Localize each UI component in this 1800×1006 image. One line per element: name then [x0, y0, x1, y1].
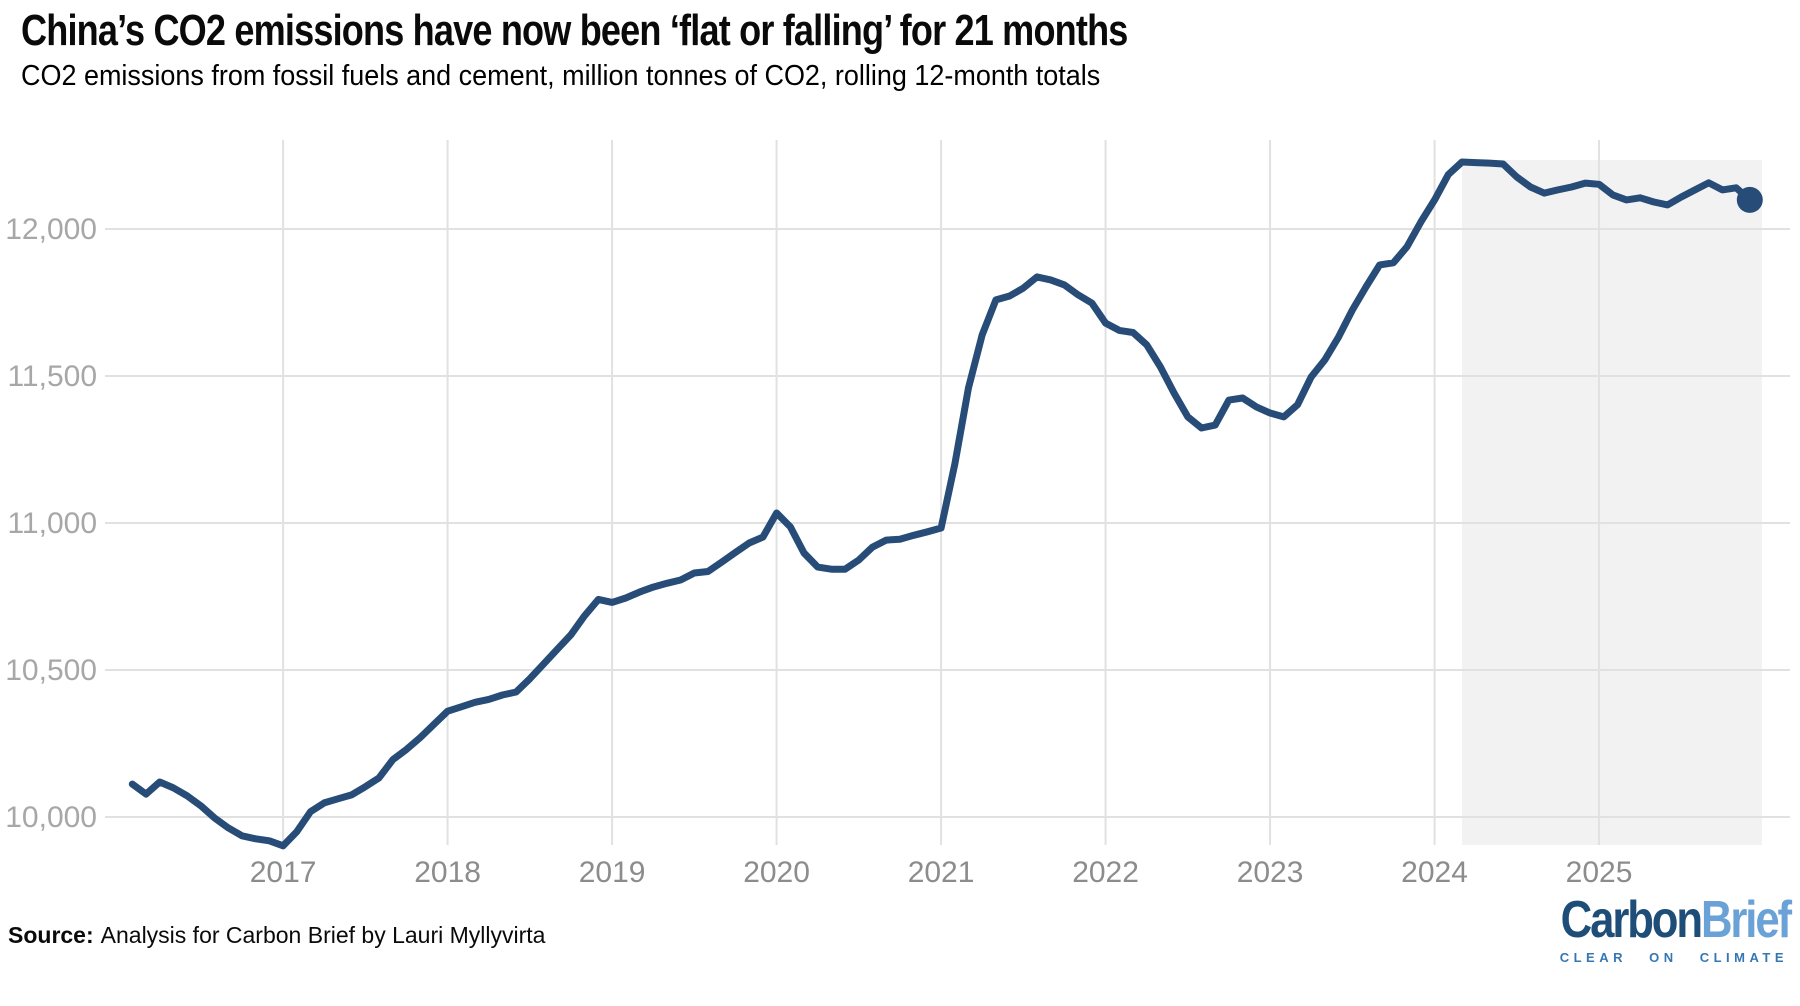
x-tick-label: 2024 — [1401, 856, 1468, 889]
y-tick-label: 10,500 — [5, 654, 97, 687]
logo-carbon: Carbon — [1560, 891, 1703, 949]
x-tick-label: 2025 — [1566, 856, 1633, 889]
x-tick-label: 2023 — [1237, 856, 1304, 889]
source-note: Source: Analysis for Carbon Brief by Laur… — [8, 922, 545, 949]
x-tick-label: 2020 — [743, 856, 810, 889]
logo-brief: Brief — [1700, 891, 1792, 949]
x-tick-label: 2021 — [908, 856, 975, 889]
carbonbrief-wordmark: CarbonBrief — [1560, 891, 1792, 949]
series-line — [128, 158, 1754, 850]
source-label: Source: — [8, 922, 94, 948]
logo-tagline: CLEAR ON CLIMATE — [1559, 950, 1788, 965]
y-tick-label: 10,000 — [5, 801, 97, 834]
highlight-region — [1462, 160, 1762, 845]
source-text: Analysis for Carbon Brief by Lauri Mylly… — [100, 922, 546, 948]
x-tick-label: 2018 — [414, 856, 481, 889]
carbonbrief-logo: CarbonBrief CLEAR ON CLIMATE — [1517, 891, 1792, 965]
x-tick-label: 2022 — [1072, 856, 1139, 889]
y-tick-label: 11,500 — [7, 360, 97, 393]
x-tick-label: 2019 — [579, 856, 646, 889]
y-tick-label: 12,000 — [5, 213, 97, 246]
y-tick-label: 11,000 — [7, 507, 97, 540]
chart-title: China’s CO2 emissions have now been ‘fla… — [21, 6, 1128, 55]
x-tick-label: 2017 — [250, 856, 317, 889]
series-end-dot — [1736, 186, 1763, 213]
chart-subtitle: CO2 emissions from fossil fuels and ceme… — [21, 60, 1101, 92]
